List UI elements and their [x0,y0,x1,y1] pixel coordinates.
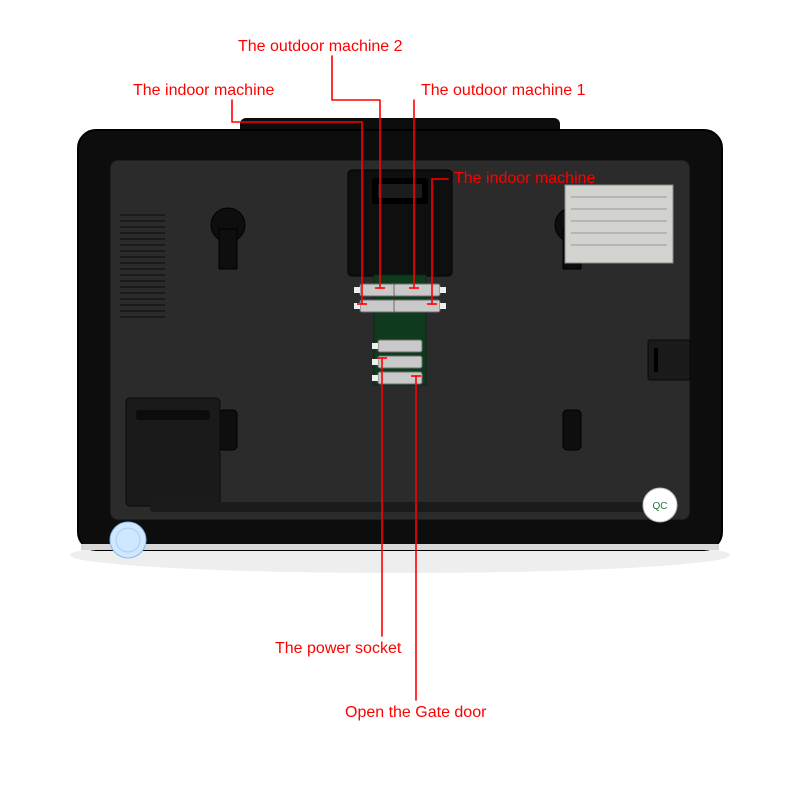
svg-text:QC: QC [653,501,668,512]
diagram-root: QC The outdoor machine 2The indoor machi… [0,0,800,800]
diagram-svg: QC [0,0,800,800]
